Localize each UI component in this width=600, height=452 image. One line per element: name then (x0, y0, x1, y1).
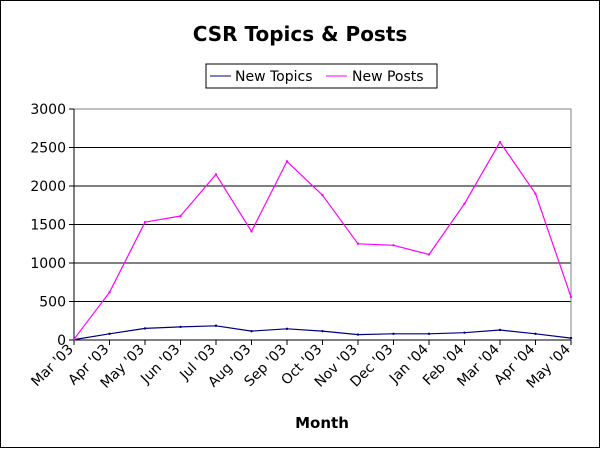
gridlines (74, 108, 571, 302)
y-axis: 0 500 1000 1500 2000 2500 3000 (30, 102, 75, 349)
data-point-new-posts (534, 192, 537, 195)
data-point-new-topics (498, 328, 502, 332)
data-point-new-posts (427, 253, 431, 256)
data-point-new-topics (179, 325, 182, 329)
chart-title: CSR Topics & Posts (193, 22, 408, 46)
data-point-new-posts (143, 220, 147, 224)
x-tick-label: Jun '03 (137, 342, 183, 388)
data-point-new-topics (427, 332, 431, 336)
y-tick-label: 2500 (30, 141, 66, 157)
data-point-new-topics (250, 329, 253, 333)
data-point-new-topics (463, 331, 466, 334)
data-point-new-posts (569, 295, 573, 299)
series-line-new-posts (73, 141, 572, 340)
data-point-new-posts (463, 202, 466, 205)
x-axis-title: Month (295, 414, 349, 432)
legend-label-new-topics: New Topics (235, 69, 313, 85)
x-tick-label: Mar '03 (28, 342, 76, 390)
data-point-new-posts (214, 173, 218, 176)
y-tick-label: 2000 (30, 179, 66, 195)
y-tick-label: 500 (39, 295, 66, 311)
y-tick-label: 0 (57, 333, 66, 349)
data-point-new-posts (356, 242, 360, 245)
data-point-new-topics (108, 332, 111, 336)
data-point-new-posts (392, 244, 395, 247)
legend-box (205, 63, 438, 89)
legend-label-new-posts: New Posts (352, 69, 424, 85)
data-point-new-topics (534, 332, 537, 336)
data-point-new-topics (143, 327, 147, 330)
data-point-new-posts (498, 140, 502, 144)
data-point-new-topics (356, 333, 360, 336)
data-point-new-posts (321, 194, 324, 197)
data-point-new-topics (392, 332, 395, 336)
data-point-new-topics (285, 327, 289, 331)
series-line-new-topics (73, 325, 572, 341)
y-tick-label: 3000 (30, 102, 66, 118)
data-point-new-posts (285, 160, 289, 163)
data-point-new-posts (250, 230, 253, 233)
data-point-new-posts (72, 338, 76, 341)
data-point-new-posts (108, 291, 111, 294)
y-tick-label: 1000 (30, 256, 66, 272)
data-point-new-topics (569, 336, 573, 340)
data-point-new-topics (214, 324, 218, 327)
series-lines (72, 140, 573, 341)
data-point-new-posts (179, 214, 182, 218)
legend: New Topics New Posts (205, 63, 438, 89)
y-tick-label: 1500 (30, 218, 66, 234)
data-point-new-topics (321, 329, 324, 333)
